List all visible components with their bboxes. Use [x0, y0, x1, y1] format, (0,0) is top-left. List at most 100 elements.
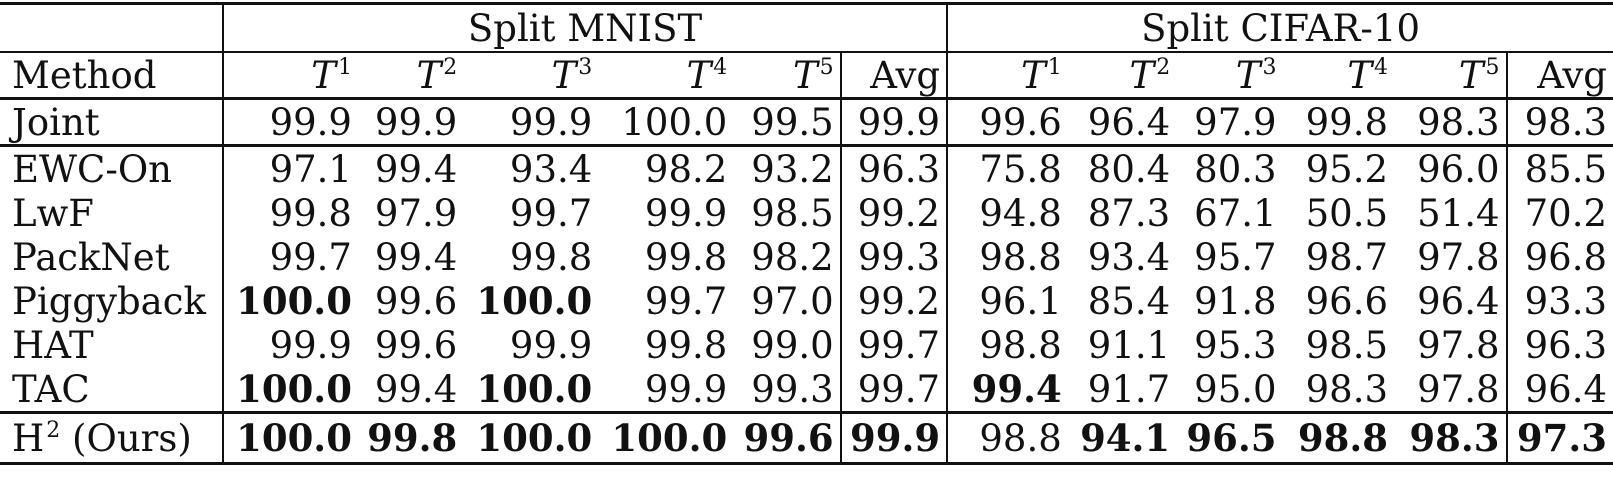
cell-cifar-t1: 99.4 — [971, 366, 1062, 411]
column-header-mnist-t4: T4 — [598, 51, 734, 99]
cell-cifar-t4: 98.3 — [1305, 367, 1389, 411]
table-row: Joint 99.9 99.9 99.9 100.0 99.5 99.9 99.6 96.4 97… — [0, 97, 1613, 146]
task-letter: T — [792, 53, 818, 97]
task-index: 5 — [819, 54, 834, 80]
cell-cifar-t4: 98.8 — [1282, 411, 1395, 465]
column-header-mnist-avg: Avg — [839, 51, 949, 99]
cell-mnist-t1: 97.1 — [222, 144, 358, 191]
cell-mnist-t1: 100.0 — [222, 411, 358, 465]
task-letter: T — [1347, 53, 1373, 97]
cell-mnist-t4: 99.8 — [644, 323, 728, 367]
cell-cifar-t4: 98.5 — [1305, 323, 1389, 367]
cell-cifar-t5: 98.3 — [1394, 411, 1507, 465]
cell-mnist-t2: 99.6 — [374, 323, 458, 367]
cell-mnist-t5: 97.0 — [751, 279, 834, 323]
cell-cifar-t1: 94.8 — [979, 191, 1062, 235]
method-label: LwF — [12, 191, 94, 235]
cell-cifar-t5: 97.8 — [1417, 367, 1500, 411]
cell-mnist-t2: 99.4 — [374, 367, 458, 411]
cell-cifar-t1: 99.6 — [947, 97, 1068, 146]
method-label: TAC — [12, 367, 90, 411]
cell-cifar-t2: 96.4 — [1067, 97, 1177, 146]
cell-mnist-avg: 99.2 — [839, 191, 949, 235]
method-name: LwF — [0, 191, 224, 235]
cell-mnist-t1: 100.0 — [236, 278, 352, 323]
column-header-cifar-t3: T3 — [1176, 51, 1283, 99]
cell-cifar-t1: 98.8 — [979, 235, 1062, 279]
cell-cifar-t4: 98.7 — [1305, 235, 1389, 279]
cell-cifar-t3: 97.9 — [1176, 97, 1283, 146]
cell-cifar-t2: 93.4 — [1087, 235, 1171, 279]
cell-mnist-avg: 99.3 — [839, 235, 949, 279]
table-row: H2 (Ours) 100.0 99.8 100.0 100.0 99.6 99.9 98.8… — [0, 411, 1613, 465]
task-letter: T — [551, 53, 577, 97]
cell-cifar-avg: 93.3 — [1505, 279, 1613, 323]
cell-mnist-t5: 93.2 — [733, 144, 841, 191]
cell-mnist-t4: 98.2 — [598, 144, 734, 191]
task-index: 2 — [443, 54, 458, 80]
method-label: PackNet — [12, 235, 170, 279]
cell-mnist-t3: 99.9 — [509, 323, 593, 367]
task-letter: T — [1021, 53, 1046, 97]
cell-cifar-t4: 99.8 — [1282, 97, 1395, 146]
cell-cifar-t3: 80.3 — [1176, 144, 1283, 191]
method-label: EWC-On — [12, 147, 173, 191]
cell-cifar-avg: 96.8 — [1505, 235, 1613, 279]
task-letter: T — [1235, 53, 1261, 97]
method-name: EWC-On — [0, 144, 224, 191]
cell-mnist-t2: 97.9 — [374, 191, 458, 235]
task-letter: T — [311, 53, 336, 97]
cell-mnist-t3: 99.8 — [509, 235, 593, 279]
task-index: 3 — [1262, 54, 1277, 80]
method-suffix: (Ours) — [72, 416, 192, 460]
task-index: 4 — [1374, 54, 1389, 80]
cell-cifar-t2: 87.3 — [1087, 191, 1171, 235]
cell-mnist-avg: 99.9 — [839, 97, 949, 146]
cell-cifar-t1: 75.8 — [947, 144, 1068, 191]
cell-mnist-t2: 99.4 — [374, 235, 458, 279]
cell-cifar-t5: 97.8 — [1417, 235, 1500, 279]
cell-cifar-t2: 94.1 — [1067, 411, 1177, 465]
cell-mnist-t3: 100.0 — [463, 411, 599, 465]
cell-mnist-t3: 99.7 — [509, 191, 593, 235]
table-row: Piggyback 100.0 99.6 100.0 99.7 97.0 99.2 96.1 8… — [0, 279, 1613, 323]
method-name: PackNet — [0, 235, 224, 279]
cell-mnist-t1: 99.7 — [269, 235, 352, 279]
cell-mnist-avg: 99.9 — [839, 411, 949, 465]
cell-cifar-t3: 96.5 — [1176, 411, 1283, 465]
column-header-row: Method T1 T2 T3 T4 T5 Avg T1 T2 T3 T4 T5 Avg — [0, 51, 1613, 99]
cell-mnist-t5: 98.5 — [751, 191, 834, 235]
cell-mnist-t5: 99.0 — [751, 323, 834, 367]
table-row: HAT 99.9 99.6 99.9 99.8 99.0 99.7 98.8 91.1 95.3 9… — [0, 323, 1613, 367]
column-header-mnist-t3: T3 — [463, 51, 599, 99]
results-table: Split MNIST Split CIFAR-10 Method T1 T2 T3… — [0, 2, 1613, 465]
cell-mnist-t5: 99.5 — [733, 97, 841, 146]
cell-mnist-t1: 100.0 — [236, 366, 352, 411]
column-header-mnist-t5: T5 — [733, 51, 841, 99]
cell-mnist-avg: 99.7 — [839, 367, 949, 413]
method-label: HAT — [12, 323, 94, 367]
cell-cifar-avg: 98.3 — [1505, 97, 1613, 146]
column-header-mnist-t1: T1 — [222, 51, 358, 99]
cell-cifar-t1: 96.1 — [979, 279, 1062, 323]
table-row: EWC-On 97.1 99.4 93.4 98.2 93.2 96.3 75.8 80.4 80… — [0, 144, 1613, 191]
cell-cifar-t4: 96.6 — [1305, 279, 1389, 323]
task-index: 1 — [1047, 54, 1062, 80]
cell-cifar-t5: 96.4 — [1417, 279, 1500, 323]
cell-mnist-t3: 93.4 — [463, 144, 599, 191]
task-index: 3 — [578, 54, 593, 80]
cell-cifar-t3: 95.7 — [1194, 235, 1277, 279]
cell-mnist-t2: 99.9 — [357, 97, 464, 146]
cell-mnist-t2: 99.8 — [357, 411, 464, 465]
method-name: Joint — [0, 97, 224, 146]
cell-cifar-avg: 96.3 — [1505, 323, 1613, 367]
cell-mnist-t5: 99.3 — [751, 367, 834, 411]
cell-mnist-t4: 99.9 — [644, 367, 728, 411]
cell-cifar-t4: 95.2 — [1282, 144, 1395, 191]
column-header-cifar-t2: T2 — [1067, 51, 1177, 99]
table-row: TAC 100.0 99.4 100.0 99.9 99.3 99.7 99.4 91.7 95.… — [0, 367, 1613, 413]
cell-cifar-t2: 91.1 — [1087, 323, 1171, 367]
cell-cifar-t2: 85.4 — [1087, 279, 1171, 323]
task-index: 4 — [713, 54, 728, 80]
cell-cifar-t3: 95.3 — [1194, 323, 1277, 367]
